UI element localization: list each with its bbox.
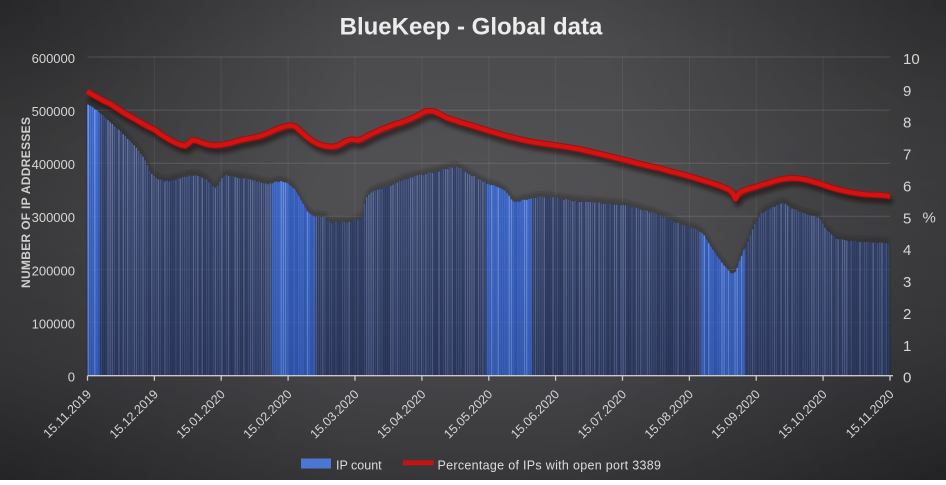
svg-text:1: 1 [903,338,911,355]
svg-text:5: 5 [903,210,911,227]
svg-text:8: 8 [903,115,911,132]
svg-text:3: 3 [903,274,911,291]
svg-text:7: 7 [903,147,911,164]
svg-text:IP count: IP count [336,459,382,473]
svg-text:Percentage of IPs with open po: Percentage of IPs with open port 3389 [438,459,662,473]
svg-text:100000: 100000 [32,317,75,332]
svg-text:400000: 400000 [32,157,75,172]
svg-text:10: 10 [903,51,920,68]
svg-text:6: 6 [903,179,911,196]
svg-text:NUMBER OF IP ADDRESSES: NUMBER OF IP ADDRESSES [19,117,33,288]
svg-text:500000: 500000 [32,104,75,119]
svg-text:0: 0 [68,370,75,385]
svg-text:2: 2 [903,306,911,323]
svg-text:BlueKeep - Global data: BlueKeep - Global data [340,14,603,41]
svg-text:9: 9 [903,83,911,100]
svg-text:200000: 200000 [32,263,75,278]
svg-text:%: % [923,210,936,227]
svg-text:600000: 600000 [32,51,75,66]
svg-text:4: 4 [903,242,911,259]
svg-text:300000: 300000 [32,210,75,225]
svg-text:0: 0 [903,370,911,387]
